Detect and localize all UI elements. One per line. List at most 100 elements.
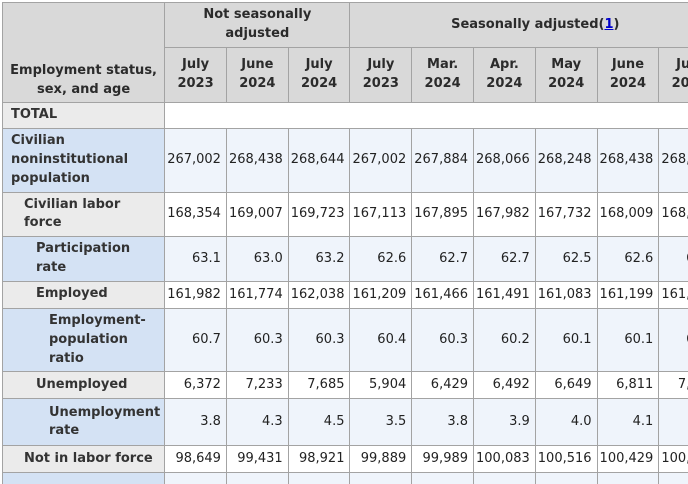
value-cell: 62.6 xyxy=(596,236,660,282)
value-cell: 3.9 xyxy=(473,398,536,447)
value-cell: 63.2 xyxy=(287,236,351,282)
value-cell: 169,723 xyxy=(287,191,351,238)
table-row: Persons who currently want a job5,5785,6… xyxy=(1,472,688,484)
column-header-july-2023: July 2023 xyxy=(349,47,413,103)
value-cell: 267,002 xyxy=(164,128,227,193)
row-label: Civilian labor force xyxy=(1,191,166,238)
row-label: Civilian noninstitutional population xyxy=(1,128,166,193)
group-header-nsa-label: Not seasonally adjusted xyxy=(203,7,312,41)
value-cell: 3.5 xyxy=(349,398,413,447)
value-cell: 7,163 xyxy=(658,371,688,400)
value-cell: 168,354 xyxy=(164,191,227,238)
value-cell: 99,431 xyxy=(225,445,289,474)
value-cell: 100,516 xyxy=(534,445,598,474)
value-cell: 60.3 xyxy=(411,307,475,373)
value-cell: 7,233 xyxy=(225,371,289,400)
row-label: Employment-population ratio xyxy=(1,307,166,373)
value-cell: 6,649 xyxy=(534,371,598,400)
value-cell: 161,491 xyxy=(473,280,536,309)
table-row: TOTAL xyxy=(1,102,688,129)
value-cell: 5,717 xyxy=(534,472,598,484)
value-cell: 169,007 xyxy=(225,191,289,238)
value-cell: 6,492 xyxy=(473,371,536,400)
value-cell: 4.3 xyxy=(225,398,289,447)
value-cell: 6,811 xyxy=(596,371,660,400)
column-header-june-2024: June 2024 xyxy=(596,47,660,103)
value-cell: 99,989 xyxy=(411,445,475,474)
column-header-mar-2024: Mar. 2024 xyxy=(411,47,475,103)
row-label: Not in labor force xyxy=(1,445,166,474)
table-row: Civilian noninstitutional population 267,… xyxy=(1,128,688,193)
value-cell: 62.7 xyxy=(658,236,688,282)
table-row: Civilian labor force 168,354 169,007 169,72… xyxy=(1,191,688,238)
column-header-july-2024: July 2024 xyxy=(287,47,351,103)
value-cell: 161,083 xyxy=(534,280,598,309)
value-cell: 168,429 xyxy=(658,191,688,238)
value-cell: 267,002 xyxy=(349,128,413,193)
table-row: Employment-population ratio 60.7 60.3 60.3 6… xyxy=(1,307,688,373)
value-cell: 167,732 xyxy=(534,191,598,238)
column-header-july-2024: July 2024 xyxy=(658,47,688,103)
value-cell: 268,644 xyxy=(658,128,688,193)
value-cell: 5,950 xyxy=(287,472,351,484)
value-cell: 161,774 xyxy=(225,280,289,309)
value-cell: 60.1 xyxy=(534,307,598,373)
value-cell: 4.1 xyxy=(596,398,660,447)
stub-header: Employment status, sex, and age xyxy=(1,2,166,103)
value-cell: 5,904 xyxy=(349,371,413,400)
value-cell: 4.5 xyxy=(287,398,351,447)
value-cell: 100,215 xyxy=(658,445,688,474)
value-cell: 60.1 xyxy=(596,307,660,373)
value-cell: 62.7 xyxy=(473,236,536,282)
value-cell: 60.2 xyxy=(473,307,536,373)
group-header-sa-suffix: ) xyxy=(613,16,620,32)
value-cell: 268,066 xyxy=(473,128,536,193)
value-cell: 5,234 xyxy=(596,472,660,484)
value-cell: 60.3 xyxy=(225,307,289,373)
value-cell: 161,466 xyxy=(411,280,475,309)
value-cell: 268,438 xyxy=(225,128,289,193)
value-cell: 60.7 xyxy=(164,307,227,373)
row-label: Persons who currently want a job xyxy=(1,472,166,484)
value-cell: 167,895 xyxy=(411,191,475,238)
value-cell: 268,248 xyxy=(534,128,598,193)
value-cell: 60.4 xyxy=(349,307,413,373)
row-label: Participation rate xyxy=(1,236,166,282)
value-cell: 268,644 xyxy=(287,128,351,193)
group-header-seasonally-adjusted: Seasonally adjusted(1) xyxy=(349,2,688,48)
value-cell: 62.7 xyxy=(411,236,475,282)
empty-total-cell xyxy=(164,102,688,129)
value-cell: 98,649 xyxy=(164,445,227,474)
value-cell: 161,209 xyxy=(349,280,413,309)
value-cell: 100,429 xyxy=(596,445,660,474)
value-cell: 5,443 xyxy=(411,472,475,484)
value-cell: 161,199 xyxy=(596,280,660,309)
value-cell: 60.0 xyxy=(658,307,688,373)
value-cell: 167,982 xyxy=(473,191,536,238)
column-header-apr-2024: Apr. 2024 xyxy=(473,47,536,103)
column-header-june-2024: June 2024 xyxy=(225,47,289,103)
value-cell: 161,982 xyxy=(164,280,227,309)
value-cell: 99,889 xyxy=(349,445,413,474)
value-cell: 5,637 xyxy=(473,472,536,484)
value-cell: 62.6 xyxy=(349,236,413,282)
value-cell: 60.3 xyxy=(287,307,351,373)
value-cell: 5,600 xyxy=(658,472,688,484)
value-cell: 3.8 xyxy=(164,398,227,447)
value-cell: 100,083 xyxy=(473,445,536,474)
value-cell: 63.0 xyxy=(225,236,289,282)
column-header-july-2023: July 2023 xyxy=(164,47,227,103)
value-cell: 3.8 xyxy=(411,398,475,447)
group-header-not-seasonally-adjusted: Not seasonally adjusted xyxy=(164,2,351,48)
table-row: Participation rate 63.1 63.0 63.2 62.6 62.7 62… xyxy=(1,236,688,282)
value-cell: 7,685 xyxy=(287,371,351,400)
row-label: TOTAL xyxy=(1,102,166,129)
column-header-may-2024: May 2024 xyxy=(534,47,598,103)
table-row: Unemployed 6,372 7,233 7,685 5,904 6,429 6,492… xyxy=(1,371,688,400)
stub-header-label: Employment status, sex, and age xyxy=(10,63,157,98)
value-cell: 6,372 xyxy=(164,371,227,400)
footnote-1-link[interactable]: 1 xyxy=(604,16,614,32)
value-cell: 5,244 xyxy=(349,472,413,484)
